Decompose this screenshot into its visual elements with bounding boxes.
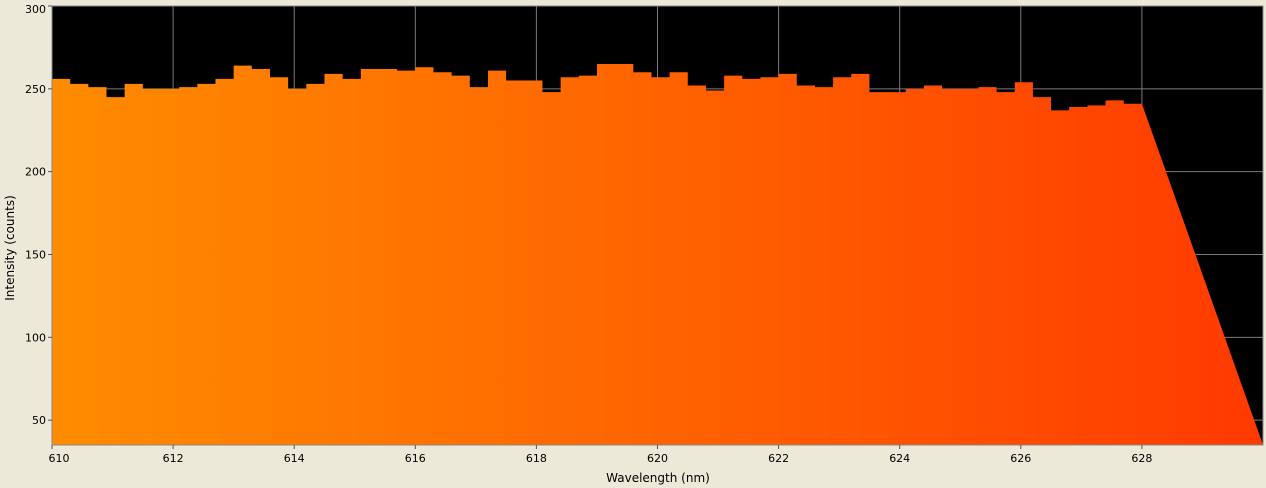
y-tick-label: 100: [25, 331, 46, 344]
x-tick-label: 618: [526, 452, 547, 465]
y-tick-label: 150: [25, 248, 46, 261]
x-axis-title: Wavelength (nm): [606, 471, 710, 485]
x-tick-label: 620: [647, 452, 668, 465]
x-tick-label: 624: [889, 452, 910, 465]
x-tick-label: 610: [49, 452, 70, 465]
x-axis-ticks: 610 612 614 616 618 620 622 624 626 628: [49, 445, 1152, 465]
x-tick-label: 616: [405, 452, 426, 465]
x-tick-label: 612: [163, 452, 184, 465]
y-axis-ticks: 50 100 150 200 250 300: [25, 3, 52, 427]
y-tick-label: 50: [32, 414, 46, 427]
x-tick-label: 614: [284, 452, 305, 465]
spectrum-area: [52, 63, 1263, 445]
y-axis-title: Intensity (counts): [3, 195, 17, 301]
x-tick-label: 626: [1010, 452, 1031, 465]
x-tick-label: 622: [768, 452, 789, 465]
x-tick-label: 628: [1131, 452, 1152, 465]
y-tick-label: 200: [25, 166, 46, 179]
y-tick-label: 250: [25, 83, 46, 96]
y-tick-label: 300: [25, 3, 46, 16]
